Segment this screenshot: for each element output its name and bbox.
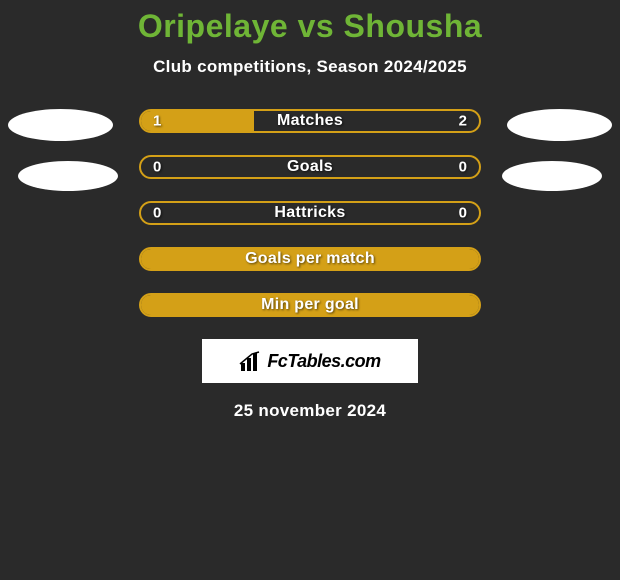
- player-avatar-right-2: [502, 161, 602, 191]
- stat-bar: Min per goal: [139, 293, 481, 317]
- stats-area: 12Matches 00Goals 00Hattricks Goals per mat…: [0, 109, 620, 317]
- stat-label: Matches: [141, 112, 479, 130]
- stat-label: Goals: [141, 158, 479, 176]
- stat-label: Min per goal: [141, 296, 479, 314]
- player-avatar-right-1: [507, 109, 612, 141]
- brand-logo-content: FcTables.com: [239, 351, 380, 372]
- stat-bar: Goals per match: [139, 247, 481, 271]
- bars-icon: [239, 351, 263, 371]
- brand-logo[interactable]: FcTables.com: [202, 339, 418, 383]
- stat-bar: 00Hattricks: [139, 201, 481, 225]
- brand-logo-text: FcTables.com: [267, 351, 380, 372]
- player-avatar-left-2: [18, 161, 118, 191]
- page-subtitle: Club competitions, Season 2024/2025: [0, 57, 620, 77]
- stat-label: Goals per match: [141, 250, 479, 268]
- date-text: 25 november 2024: [0, 401, 620, 421]
- stat-bar: 12Matches: [139, 109, 481, 133]
- player-avatar-left-1: [8, 109, 113, 141]
- comparison-card: Oripelaye vs Shousha Club competitions, …: [0, 0, 620, 580]
- stat-label: Hattricks: [141, 204, 479, 222]
- page-title: Oripelaye vs Shousha: [0, 8, 620, 45]
- stat-bar: 00Goals: [139, 155, 481, 179]
